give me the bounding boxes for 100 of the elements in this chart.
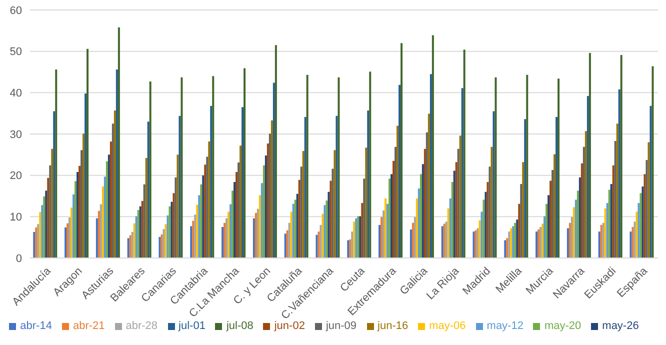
bar [638,203,640,258]
bar [80,150,83,258]
bar [256,208,259,258]
bar [135,216,138,258]
bar [572,207,575,258]
bar [45,190,48,258]
bar [262,165,265,258]
bar [568,222,571,258]
legend-label: abr-21 [72,320,105,332]
bar [420,174,422,258]
bar [78,166,81,258]
bar [330,180,332,258]
bar [180,77,183,258]
bar [39,212,42,258]
bar [548,195,550,258]
bar [127,238,130,258]
bar [64,227,67,258]
bar [334,150,336,258]
bar [480,212,483,258]
bar [388,178,391,258]
bar [514,222,516,258]
bar [394,146,397,258]
bar [240,146,242,258]
bar [652,66,654,258]
bar [118,27,120,258]
bar [482,200,485,258]
bar [546,204,548,258]
legend-label: may-20 [544,320,582,332]
bar [290,212,292,258]
bar [574,200,577,258]
bar [236,172,238,258]
bar [459,136,462,258]
bar [526,74,528,258]
bar [598,232,600,258]
bar [463,50,466,258]
bar [110,141,112,258]
bar [166,215,169,258]
bar [400,43,403,258]
bar [447,208,450,258]
bar [296,194,298,258]
bar [451,182,454,258]
bar [640,193,642,258]
bar [174,177,177,258]
bar [432,35,434,258]
bar [398,84,401,258]
bar [520,184,522,258]
bar [604,208,606,258]
bar [508,232,510,258]
bar [164,224,167,258]
legend-label: may-12 [486,320,524,332]
bar [486,182,489,258]
bar [584,131,587,258]
bar [37,224,40,258]
bar [266,144,269,258]
bar [33,232,36,258]
bar [384,198,387,258]
bar [410,229,412,258]
bar [365,148,368,258]
bar [258,195,261,258]
bar [636,212,638,258]
bar [416,198,418,258]
bar [68,217,71,258]
bar [382,210,385,258]
bar [43,196,46,258]
bar [108,154,110,258]
bar [338,77,340,258]
bar [351,232,354,258]
bar [53,111,56,258]
bar [488,166,491,258]
bar [522,162,524,258]
y-tick-label: 0 [16,252,22,265]
bar [320,224,322,258]
bar [47,178,50,258]
bar [230,204,232,258]
bar [268,134,271,258]
bar [304,117,306,258]
bar [204,164,206,258]
bar [298,180,300,258]
bar [260,183,263,258]
bar [380,217,383,258]
bar [172,193,175,258]
bar [490,146,493,258]
y-tick-label: 10 [10,212,22,224]
bar [588,52,591,258]
y-tick-label: 20 [10,170,22,182]
bar [158,236,161,258]
bar [644,174,646,258]
bar [228,212,230,258]
bar [322,214,324,258]
bar [369,72,372,258]
bar [453,170,456,258]
bar [116,70,118,258]
bar [484,192,487,258]
bar [361,203,364,258]
legend-label: jun-09 [326,320,357,332]
bar [192,220,194,258]
bar [137,210,140,258]
bar [634,222,636,258]
bar [378,224,381,258]
bar [558,78,560,258]
